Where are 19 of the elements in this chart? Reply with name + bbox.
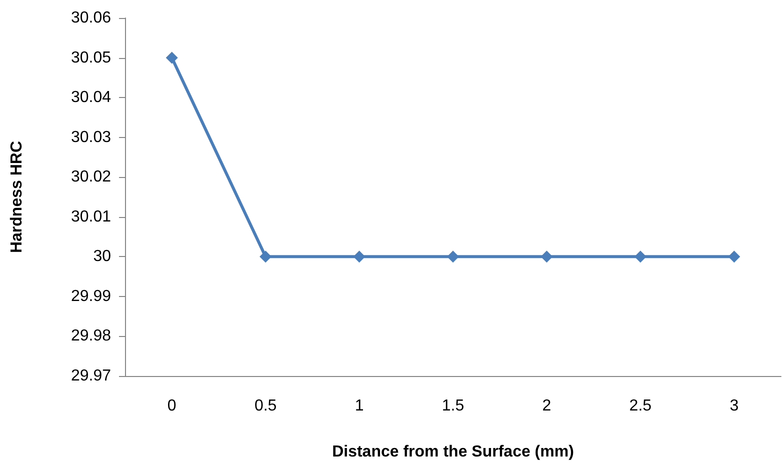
y-axis-title: Hardness HRC bbox=[8, 140, 26, 254]
y-tick-label: 30.02 bbox=[70, 168, 112, 186]
y-tick-label: 30.04 bbox=[70, 89, 112, 106]
x-axis-title: Distance from the Surface (mm) bbox=[332, 444, 574, 460]
y-tick-label: 29.97 bbox=[70, 368, 112, 384]
x-tick-label: 2 bbox=[542, 398, 552, 414]
x-tick-label: 2.5 bbox=[629, 398, 652, 414]
y-tick-label: 30.03 bbox=[70, 128, 112, 146]
x-tick-label: 0.5 bbox=[254, 398, 277, 414]
x-tick-label: 1 bbox=[354, 398, 364, 414]
y-tick-label: 30 bbox=[93, 248, 112, 266]
y-tick-label: 29.99 bbox=[70, 288, 112, 305]
x-tick-label: 0 bbox=[167, 398, 176, 414]
x-tick-label: 3 bbox=[730, 398, 739, 414]
y-tick-label: 29.98 bbox=[70, 328, 112, 345]
y-tick-label: 30.06 bbox=[70, 10, 112, 26]
y-tick-label: 30.05 bbox=[70, 49, 112, 66]
x-tick-label: 1.5 bbox=[442, 398, 464, 414]
y-tick-label: 30.01 bbox=[70, 208, 112, 226]
